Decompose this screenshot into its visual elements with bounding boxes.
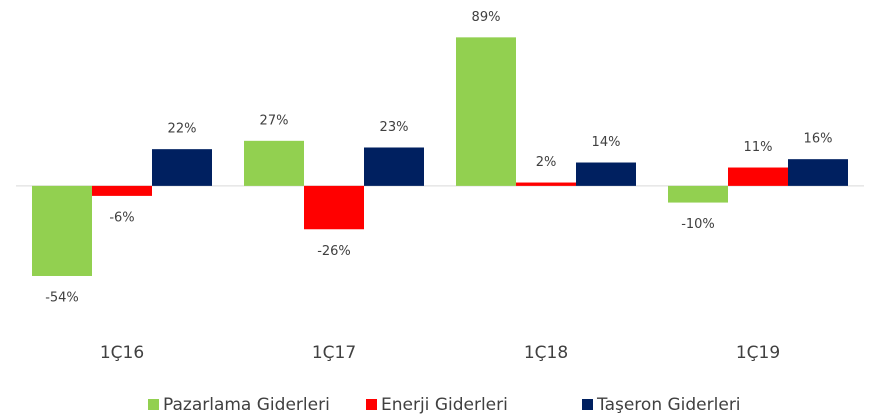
bar <box>152 149 212 186</box>
value-label: -26% <box>317 244 351 259</box>
legend-swatch <box>582 399 593 410</box>
bar <box>92 185 152 196</box>
bar <box>576 162 636 186</box>
x-tick-label: 1Ç19 <box>736 343 780 363</box>
legend-label: Pazarlama Giderleri <box>163 395 330 415</box>
value-label: -10% <box>681 217 715 232</box>
bar <box>364 147 424 186</box>
value-label: -6% <box>109 210 134 225</box>
value-label: 23% <box>380 120 409 135</box>
value-label: -54% <box>45 290 79 305</box>
bar <box>728 167 788 186</box>
x-tick-label: 1Ç17 <box>312 343 356 363</box>
legend-swatch <box>366 399 377 410</box>
value-label: 2% <box>536 155 557 170</box>
value-label: 16% <box>804 132 833 147</box>
x-tick-label: 1Ç18 <box>524 343 568 363</box>
value-label: 14% <box>592 135 621 150</box>
bar <box>456 37 516 186</box>
value-label: 27% <box>260 113 289 128</box>
value-label: 22% <box>168 122 197 137</box>
bar <box>304 185 364 230</box>
value-label: 11% <box>744 140 773 155</box>
x-tick-label: 1Ç16 <box>100 343 144 363</box>
bar <box>244 140 304 186</box>
legend-label: Taşeron Giderleri <box>596 395 741 415</box>
legend-swatch <box>148 399 159 410</box>
bar <box>668 185 728 203</box>
bar <box>32 185 92 276</box>
value-label: 89% <box>472 10 501 25</box>
bar <box>788 159 848 186</box>
legend-label: Enerji Giderleri <box>381 395 508 415</box>
bar <box>516 182 576 186</box>
